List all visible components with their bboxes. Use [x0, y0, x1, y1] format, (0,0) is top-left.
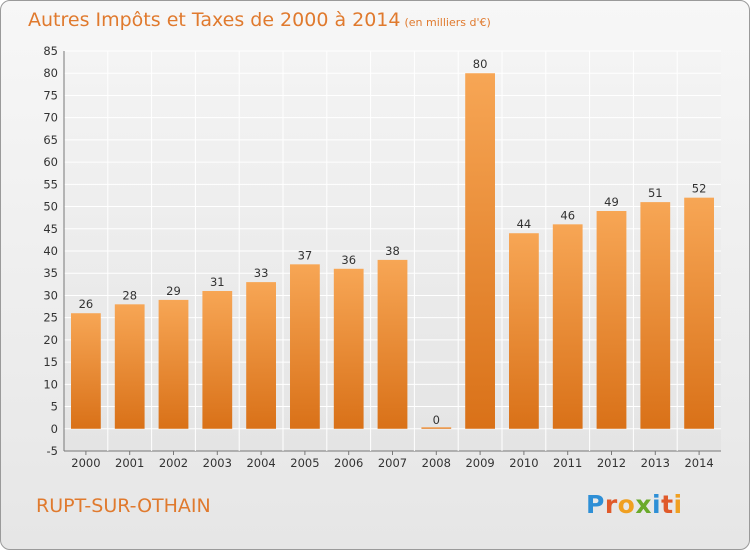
bar [246, 282, 276, 429]
y-tick-label: 80 [43, 66, 58, 80]
bar [114, 304, 145, 429]
data-label: 26 [79, 297, 94, 311]
data-label: 44 [517, 217, 532, 231]
y-tick-label: 30 [43, 288, 58, 302]
data-label: 0 [433, 413, 440, 427]
y-tick-label: 15 [43, 355, 58, 369]
bar [421, 427, 452, 429]
data-label: 36 [341, 253, 356, 267]
x-tick-label: 2000 [71, 456, 100, 470]
y-tick-label: 60 [43, 155, 58, 169]
data-label: 31 [210, 275, 225, 289]
logo-letter: x [635, 490, 652, 519]
data-label: 29 [166, 284, 181, 298]
y-tick-label: 5 [51, 400, 58, 414]
data-label: 80 [473, 57, 488, 71]
x-tick-label: 2005 [290, 456, 319, 470]
logo-letter: t [661, 490, 674, 519]
city-name: RUPT-SUR-OTHAIN [36, 495, 211, 517]
bar [290, 264, 320, 429]
bar [465, 73, 495, 429]
y-tick-label: 75 [43, 88, 58, 102]
x-tick-label: 2010 [509, 456, 538, 470]
x-tick-label: 2009 [465, 456, 494, 470]
data-label: 49 [604, 195, 619, 209]
bar [377, 259, 408, 429]
bar [640, 202, 671, 429]
y-tick-label: 45 [43, 222, 58, 236]
logo-letter: o [617, 490, 636, 519]
bar [333, 268, 364, 429]
proxiti-logo: Proxiti [586, 490, 683, 519]
x-tick-label: 2012 [597, 456, 626, 470]
y-tick-label: 20 [43, 333, 58, 347]
logo-letter: i [673, 490, 683, 519]
bar [158, 299, 189, 429]
x-tick-label: 2013 [641, 456, 670, 470]
chart-title-text: Autres Impôts et Taxes de 2000 à 2014 [28, 9, 401, 31]
y-tick-label: 10 [43, 377, 58, 391]
data-label: 28 [122, 288, 137, 302]
y-tick-label: 35 [43, 266, 58, 280]
y-tick-label: 85 [43, 44, 58, 58]
x-tick-label: 2008 [422, 456, 451, 470]
x-tick-label: 2014 [684, 456, 713, 470]
data-label: 37 [298, 248, 313, 262]
x-tick-label: 2002 [159, 456, 188, 470]
data-label: 51 [648, 186, 663, 200]
bar [596, 211, 627, 429]
bar [684, 197, 714, 429]
bar [71, 313, 101, 429]
chart-subtitle: (en milliers d'€) [404, 16, 491, 29]
chart-title: Autres Impôts et Taxes de 2000 à 2014 (en… [28, 9, 491, 31]
x-tick-label: 2006 [334, 456, 363, 470]
y-tick-label: 65 [43, 133, 58, 147]
y-tick-label: 50 [43, 200, 58, 214]
y-tick-label: 25 [43, 311, 58, 325]
y-tick-label: 55 [43, 177, 58, 191]
y-tick-label: 0 [51, 422, 58, 436]
x-tick-label: 2003 [203, 456, 232, 470]
bar [202, 291, 233, 429]
bars-layer [71, 73, 714, 429]
bar [552, 224, 583, 429]
bar [509, 233, 539, 429]
x-tick-label: 2001 [115, 456, 144, 470]
labels-layer: -505101520253035404550556065707580852620… [43, 44, 713, 470]
data-label: 38 [385, 244, 400, 258]
y-tick-label: 70 [43, 111, 58, 125]
x-tick-label: 2004 [246, 456, 275, 470]
x-tick-label: 2011 [553, 456, 582, 470]
logo-letter: P [586, 490, 605, 519]
y-tick-label: -5 [47, 444, 58, 458]
data-label: 52 [692, 182, 707, 196]
y-tick-label: 40 [43, 244, 58, 258]
data-label: 33 [254, 266, 269, 280]
x-tick-label: 2007 [378, 456, 407, 470]
data-label: 46 [560, 208, 575, 222]
logo-letter: r [604, 490, 618, 519]
logo-letter: i [652, 490, 662, 519]
